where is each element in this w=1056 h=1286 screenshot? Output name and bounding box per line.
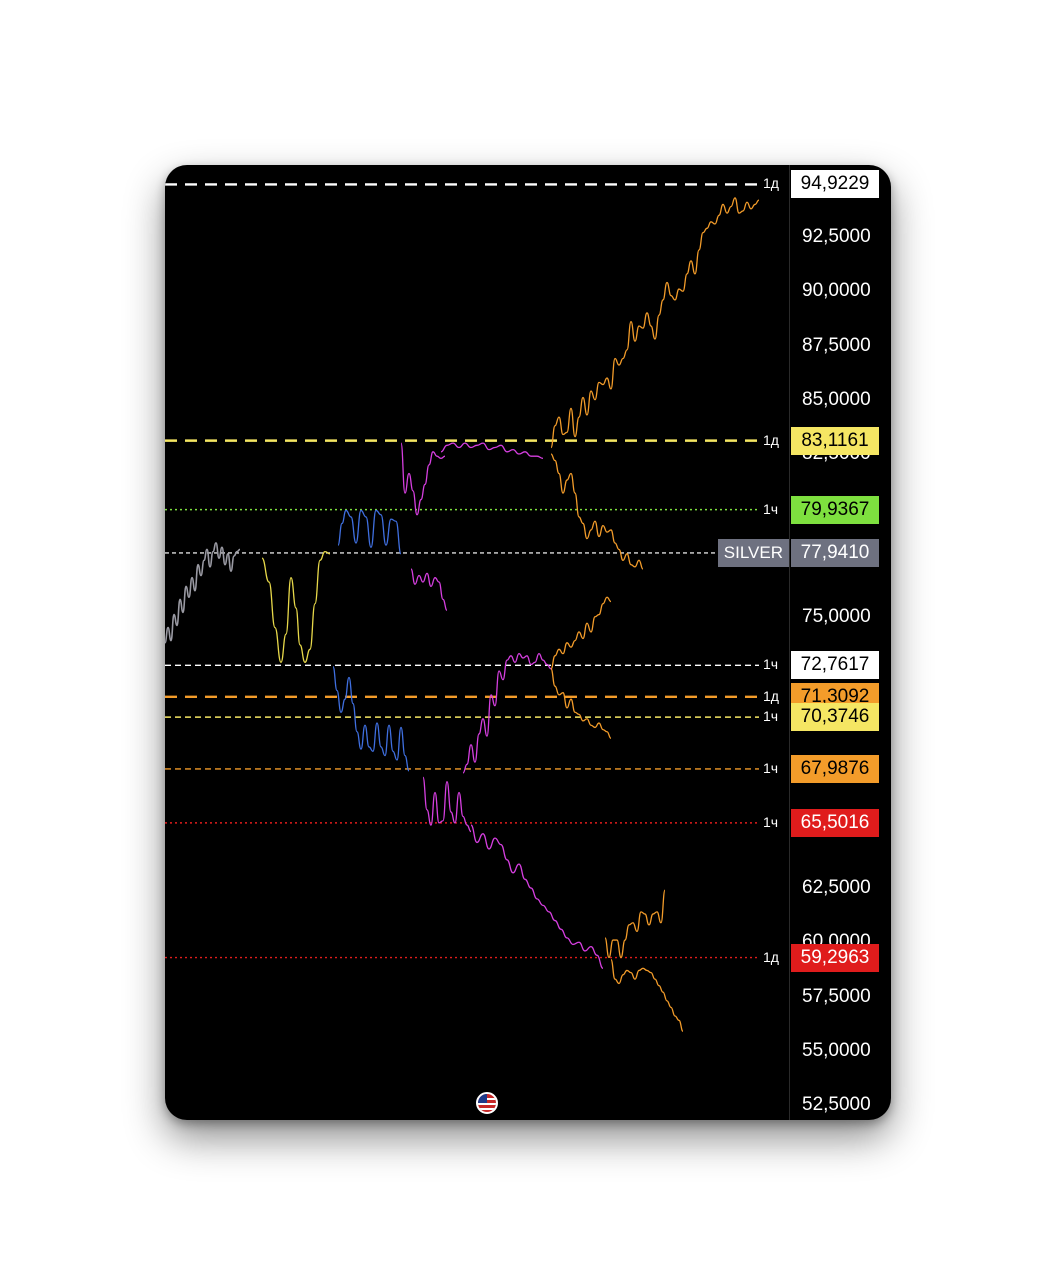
level-timeframe-label: 1д (763, 948, 779, 965)
projection-series-line (550, 453, 644, 570)
level-timeframe-label: 1ч (763, 759, 779, 776)
y-tick-label: 90,0000 (802, 280, 871, 302)
projection-series-line (400, 442, 446, 516)
projection-series-line (332, 666, 410, 772)
projection-series-line (440, 442, 544, 459)
y-tick-label: 85,0000 (802, 388, 871, 410)
level-timeframe-label: 1д (763, 175, 779, 192)
level-timeframe-label: 1ч (763, 500, 779, 517)
y-tick-label: 92,5000 (802, 226, 871, 247)
y-tick-label: 62,5000 (802, 877, 871, 898)
projection-series-line (337, 509, 402, 555)
y-tick-label: 57,5000 (802, 985, 871, 1007)
projection-series-line (410, 568, 448, 611)
y-tick-label: 87,5000 (802, 334, 871, 356)
projection-series-line (470, 824, 604, 969)
level-price-tag[interactable]: 59,2963 (791, 943, 879, 972)
level-timeframe-label: 1д (763, 431, 779, 448)
price-axis[interactable]: 92,500090,000087,500085,000082,500075,00… (789, 165, 891, 1120)
level-price-tag[interactable]: 70,3746 (791, 703, 879, 732)
level-price-tag[interactable]: 94,9229 (791, 170, 879, 199)
level-timeframe-label: 1д (763, 687, 779, 704)
symbol-label: SILVER (717, 538, 789, 567)
y-tick-label: 75,0000 (802, 605, 871, 627)
price-chart-plot (165, 183, 760, 1032)
level-price-tag[interactable]: 79,9367 (791, 495, 879, 524)
projection-series-line (462, 652, 552, 774)
current-price-tag[interactable]: 77,9410 (791, 538, 879, 567)
plot-area[interactable]: SILVER 1д 1д 1ч 1ч 1д 1ч 1ч 1ч 1д (165, 165, 789, 1120)
projection-series-line (550, 596, 612, 670)
projection-series-line (610, 958, 684, 1032)
projection-series-line (604, 889, 666, 959)
us-flag-icon[interactable] (476, 1092, 498, 1114)
level-price-tag[interactable]: 67,9876 (791, 754, 879, 783)
projection-series-line (422, 776, 472, 833)
level-price-tag[interactable]: 65,5016 (791, 808, 879, 837)
chart-card: SILVER 1д 1д 1ч 1ч 1д 1ч 1ч 1ч 1д 92,5000 90,0000… (165, 165, 891, 1120)
projection-series-line (261, 550, 331, 663)
level-timeframe-label: 1ч (763, 656, 779, 673)
price-series-line (165, 542, 241, 644)
level-timeframe-label: 1ч (763, 708, 779, 725)
level-price-tag[interactable]: 72,7617 (791, 651, 879, 680)
level-price-tag[interactable]: 83,1161 (791, 426, 879, 455)
level-timeframe-label: 1ч (763, 813, 779, 830)
y-tick-label: 52,5000 (802, 1094, 871, 1115)
projection-series-line (550, 197, 760, 449)
y-tick-label: 55,0000 (802, 1039, 871, 1061)
projection-series-line (550, 668, 612, 739)
